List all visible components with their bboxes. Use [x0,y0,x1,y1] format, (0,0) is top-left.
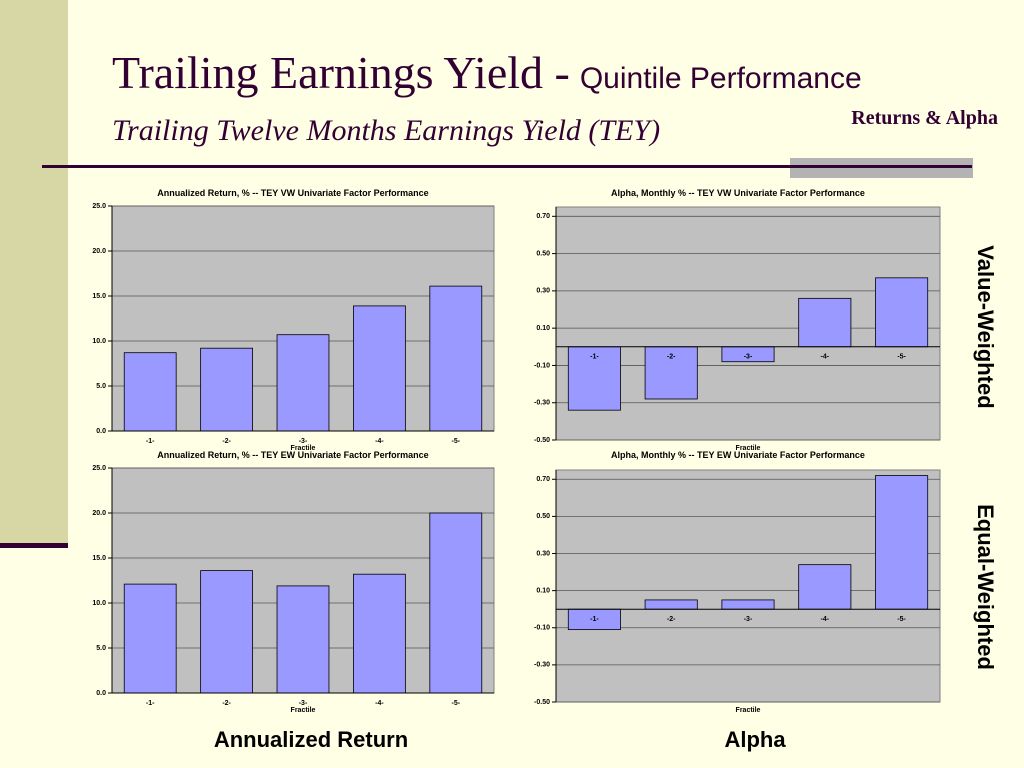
x-axis-label: Fractile [291,445,316,452]
side-band [0,0,68,545]
row-label: Value-Weighted [973,245,998,408]
x-tick-label: -1- [146,700,155,707]
x-tick-label: -2- [667,616,676,623]
y-tick-label: 20.0 [92,248,106,255]
x-tick-label: -1- [590,354,599,361]
x-tick-label: -5- [897,616,906,623]
y-tick-label: 5.0 [96,645,106,652]
x-tick-label: -2- [222,700,231,707]
chart-title: Alpha, Monthly % -- TEY EW Univariate Fa… [611,450,865,460]
y-tick-label: 10.0 [92,600,106,607]
x-tick-label: -5- [452,700,461,707]
y-tick-label: 0.0 [96,690,106,697]
x-tick-label: -3- [744,616,753,623]
x-tick-label: -2- [667,354,676,361]
y-tick-label: 25.0 [92,465,106,472]
row-label: Equal-Weighted [973,504,998,670]
title-main: Trailing Earnings Yield - [112,47,570,98]
y-tick-label: 0.30 [536,288,550,295]
y-tick-label: 0.50 [536,513,550,520]
slide-tag: Returns & Alpha [851,107,998,129]
bar [429,285,483,432]
y-tick-label: 0.10 [536,325,550,332]
bar [123,352,177,432]
bar [875,475,929,610]
slide-subtitle: Trailing Twelve Months Earnings Yield (T… [112,114,660,147]
y-tick-label: 0.50 [536,250,550,257]
bar [721,599,775,610]
bar [798,297,852,348]
x-tick-label: -4- [375,438,384,445]
y-tick-label: -0.10 [534,362,550,369]
x-tick-label: -1- [146,438,155,445]
bar [875,277,929,348]
y-tick-label: 25.0 [92,203,106,210]
bar [200,347,253,432]
bar [200,570,253,694]
slide-title: Trailing Earnings Yield - Quintile Perfor… [112,47,862,98]
x-axis-label: Fractile [736,707,761,714]
y-tick-label: -0.30 [534,662,550,669]
x-tick-label: -2- [222,438,231,445]
bar [567,346,621,411]
y-tick-label: 0.0 [96,428,106,435]
x-tick-label: -5- [452,438,461,445]
x-tick-label: -3- [299,438,308,445]
y-tick-label: 0.70 [536,476,550,483]
bar [798,564,852,610]
column-label: Alpha [724,727,786,752]
chart-title: Alpha, Monthly % -- TEY VW Univariate Fa… [611,188,865,198]
bar [353,305,406,432]
y-tick-label: -0.50 [534,699,550,706]
x-tick-label: -3- [744,354,753,361]
y-tick-label: 15.0 [92,293,106,300]
bar [644,599,698,610]
x-axis-label: Fractile [736,445,761,452]
title-rule [42,165,972,168]
y-tick-label: 0.70 [536,213,550,220]
bar [644,346,698,400]
y-tick-label: 0.30 [536,550,550,557]
y-tick-label: -0.10 [534,625,550,632]
y-tick-label: 20.0 [92,510,106,517]
chart-title: Annualized Return, % -- TEY VW Univariat… [157,188,428,198]
chart-title: Annualized Return, % -- TEY EW Univariat… [157,450,428,460]
y-tick-label: -0.50 [534,437,550,444]
bar [353,573,406,694]
side-rule [0,543,68,548]
x-tick-label: -4- [375,700,384,707]
bar [123,583,177,694]
x-tick-label: -3- [299,700,308,707]
x-tick-label: -1- [590,616,599,623]
bar [276,334,330,432]
y-tick-label: -0.30 [534,400,550,407]
column-label: Annualized Return [214,727,408,752]
y-tick-label: 10.0 [92,338,106,345]
y-tick-label: 15.0 [92,555,106,562]
bar [276,585,330,694]
y-tick-label: 5.0 [96,383,106,390]
x-tick-label: -4- [821,616,830,623]
x-axis-label: Fractile [291,707,316,714]
x-tick-label: -5- [897,354,906,361]
x-tick-label: -4- [821,354,830,361]
title-small: Quintile Performance [580,62,862,95]
y-tick-label: 0.10 [536,587,550,594]
bar [429,512,483,694]
